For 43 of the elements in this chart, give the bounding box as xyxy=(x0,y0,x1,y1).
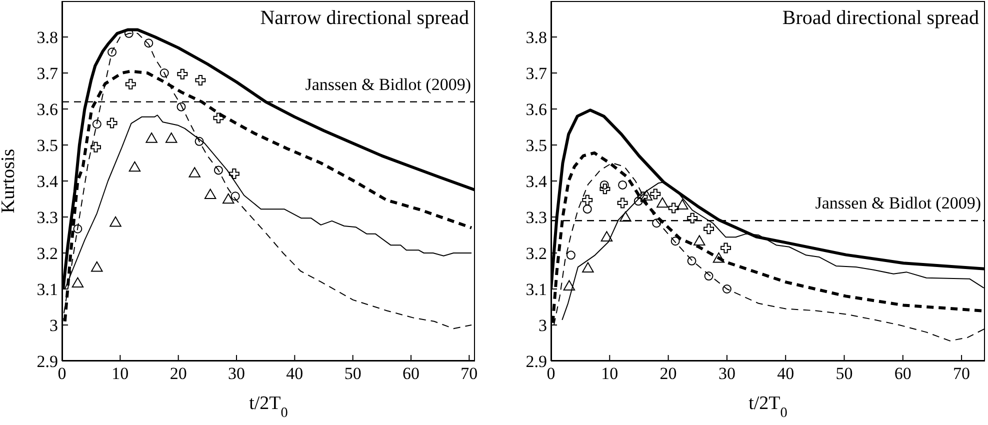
y-tick-label: 3.7 xyxy=(526,64,548,84)
y-tick-label: 3.5 xyxy=(526,136,547,156)
x-axis-title: t/2T$_{0}$ xyxy=(249,393,288,421)
y-tick-label: 3.6 xyxy=(526,100,547,120)
x-tick-label: 30 xyxy=(718,364,736,384)
x-tick-label: 0 xyxy=(546,364,556,384)
x-tick-label: 50 xyxy=(836,364,853,384)
x-tick-label: 60 xyxy=(402,364,420,384)
y-tick-label: 2.9 xyxy=(36,352,58,372)
x-tick-label: 10 xyxy=(112,364,129,384)
y-tick-label: 3.8 xyxy=(526,28,547,48)
x-tick-label: 60 xyxy=(894,364,912,384)
x-tick-label: 10 xyxy=(601,364,618,384)
y-tick-label: 3.1 xyxy=(526,280,547,300)
chart-title: Narrow directional spread xyxy=(260,7,469,30)
y-tick-label: 3.3 xyxy=(36,208,58,228)
y-tick-label: 3.8 xyxy=(36,28,58,48)
y-tick-label: 3.6 xyxy=(36,100,58,120)
x-tick-label: 20 xyxy=(170,364,187,384)
y-tick-label: 3.4 xyxy=(36,172,58,192)
y-tick-label: 3.7 xyxy=(36,64,58,84)
x-tick-label: 30 xyxy=(228,364,246,384)
y-tick-label: 3.2 xyxy=(36,244,58,264)
x-tick-label: 70 xyxy=(460,364,478,384)
y-tick-label: 3.4 xyxy=(526,172,548,192)
y-axis-title: Kurtosis xyxy=(0,148,19,214)
y-tick-label: 3.2 xyxy=(526,244,547,264)
y-tick-label: 3 xyxy=(538,316,547,336)
x-tick-label: 0 xyxy=(58,364,66,384)
x-tick-label: 70 xyxy=(953,364,970,384)
x-tick-label: 20 xyxy=(660,364,677,384)
ref-line-label: Janssen & Bidlot (2009) xyxy=(815,194,981,213)
x-axis-title: t/2T$_{0}$ xyxy=(748,393,788,421)
y-tick-label: 3.1 xyxy=(36,280,58,300)
x-tick-label: 40 xyxy=(777,364,794,384)
y-tick-label: 3.3 xyxy=(526,208,547,228)
ref-line-label: Janssen & Bidlot (2009) xyxy=(305,74,471,94)
y-tick-label: 3 xyxy=(50,316,58,336)
x-tick-label: 50 xyxy=(344,364,362,384)
x-tick-label: 40 xyxy=(286,364,304,384)
chart-title: Broad directional spread xyxy=(782,7,979,30)
y-tick-label: 3.5 xyxy=(36,136,58,156)
y-tick-label: 2.9 xyxy=(526,352,547,372)
